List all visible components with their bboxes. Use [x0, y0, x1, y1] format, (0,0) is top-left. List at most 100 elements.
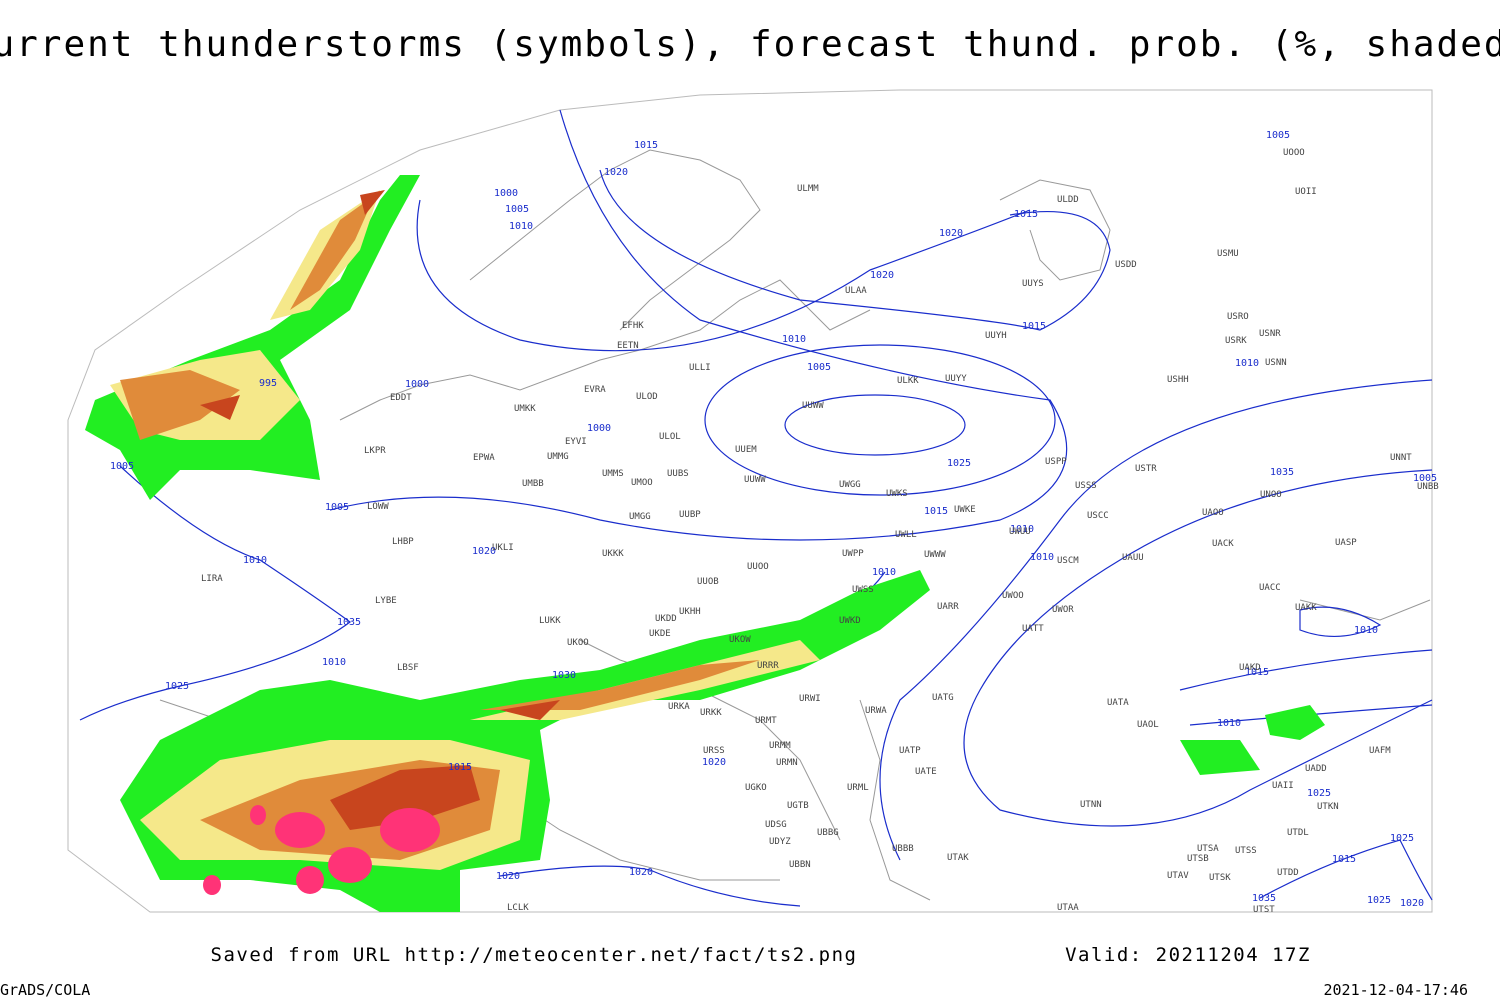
isobar-label: 1015 [1245, 667, 1269, 678]
station-code: USPP [1045, 457, 1067, 467]
station-code: UWKE [954, 505, 976, 515]
station-code: UWGG [839, 480, 861, 490]
station-code: UTAA [1057, 903, 1079, 913]
station-code: LIRA [201, 574, 223, 584]
station-code: LYBE [375, 596, 397, 606]
station-code: UWUU [1009, 527, 1031, 537]
station-code: LKPR [364, 446, 386, 456]
station-code: UGKO [745, 783, 767, 793]
isobar-label: 1025 [947, 458, 971, 469]
station-code: UNOO [1260, 490, 1282, 500]
station-code: EVRA [584, 385, 606, 395]
station-code: UOOO [1283, 148, 1305, 158]
isobar-label: 1010 [1010, 524, 1034, 535]
station-code: UMOO [631, 478, 653, 488]
station-code: UWLL [895, 530, 917, 540]
station-code: USHH [1167, 375, 1189, 385]
station-code: UAOL [1137, 720, 1159, 730]
station-code: UAUU [1122, 553, 1144, 563]
isobar-label: 1015 [1014, 209, 1038, 220]
station-code: UMMG [547, 452, 569, 462]
station-code: UMMS [602, 469, 624, 479]
station-code: ULKK [897, 376, 919, 386]
station-code: UKDD [655, 614, 677, 624]
isobar-label: 1020 [472, 546, 496, 557]
station-code: UTAV [1167, 871, 1189, 881]
station-code: UTAK [947, 853, 969, 863]
isobar-label: 1020 [604, 167, 628, 178]
station-code: USTR [1135, 464, 1157, 474]
station-code: UUWW [744, 475, 766, 485]
station-code: USNN [1265, 358, 1287, 368]
station-code: EPWA [473, 453, 495, 463]
isobar-label: 1015 [924, 506, 948, 517]
station-code: UACC [1259, 583, 1281, 593]
station-code: USNR [1259, 329, 1281, 339]
station-code: UKLI [492, 543, 514, 553]
station-code: UBBG [817, 828, 839, 838]
station-code: UBBN [789, 860, 811, 870]
isobar-label: 1015 [1332, 854, 1356, 865]
station-code: UUYH [985, 331, 1007, 341]
station-code: UATA [1107, 698, 1129, 708]
station-code: UUEM [735, 445, 757, 455]
saved-url: Saved from URL http://meteocenter.net/fa… [211, 944, 858, 966]
station-code: UWKS [886, 489, 908, 499]
station-code: LCLK [507, 903, 529, 913]
station-code: UDYZ [769, 837, 791, 847]
isobar-label: 1000 [405, 379, 429, 390]
isobar-label: 1010 [1354, 625, 1378, 636]
station-code: UARR [937, 602, 959, 612]
map-area [67, 89, 1433, 913]
station-code: UNBB [1417, 482, 1439, 492]
station-code: UMKK [514, 404, 536, 414]
station-code: UTDD [1277, 868, 1299, 878]
station-code: UUOB [697, 577, 719, 587]
station-code: URKK [700, 708, 722, 718]
station-code: UATG [932, 693, 954, 703]
station-code: UKDE [649, 629, 671, 639]
station-code: USSS [1075, 481, 1097, 491]
software: GrADS/COLA [0, 981, 90, 999]
valid-time: Valid: 20211204 17Z [1065, 944, 1311, 966]
station-code: UUBP [679, 510, 701, 520]
station-code: UOII [1295, 187, 1317, 197]
station-code: UTSA [1197, 844, 1219, 854]
isobar-label: 1010 [243, 555, 267, 566]
station-code: URSS [703, 746, 725, 756]
isobar-label: 1020 [1400, 898, 1424, 909]
station-code: UWKD [839, 616, 861, 626]
title: Current thunderstorms (symbols), forecas… [0, 24, 1500, 65]
isobar-label: 1005 [110, 461, 134, 472]
station-code: USDD [1115, 260, 1137, 270]
station-code: UASP [1335, 538, 1357, 548]
station-code: URMM [769, 741, 791, 751]
isobar-label: 1020 [702, 757, 726, 768]
station-code: UATP [899, 746, 921, 756]
station-code: LOWW [367, 502, 389, 512]
isobar-label: 1025 [165, 681, 189, 692]
station-code: URWA [865, 706, 887, 716]
isobar-label: 1025 [1367, 895, 1391, 906]
station-code: UKOW [729, 635, 751, 645]
station-code: UMGG [629, 512, 651, 522]
isobar-label: 1015 [634, 140, 658, 151]
station-code: URKA [668, 702, 690, 712]
station-code: UADD [1305, 764, 1327, 774]
isobar-label: 1000 [494, 188, 518, 199]
isobar-label: 1020 [939, 228, 963, 239]
station-code: URML [847, 783, 869, 793]
station-code: ULAA [845, 286, 867, 296]
station-code: USCC [1087, 511, 1109, 521]
isobar-label: 1015 [448, 762, 472, 773]
station-code: UUOO [747, 562, 769, 572]
station-code: ULOL [659, 432, 681, 442]
isobar-label: 1020 [629, 867, 653, 878]
station-code: LHBP [392, 537, 414, 547]
station-code: UUBS [667, 469, 689, 479]
isobar-label: 1005 [505, 204, 529, 215]
station-code: ULMM [797, 184, 819, 194]
isobar-label: 1005 [1413, 473, 1437, 484]
station-code: UTKN [1317, 802, 1339, 812]
